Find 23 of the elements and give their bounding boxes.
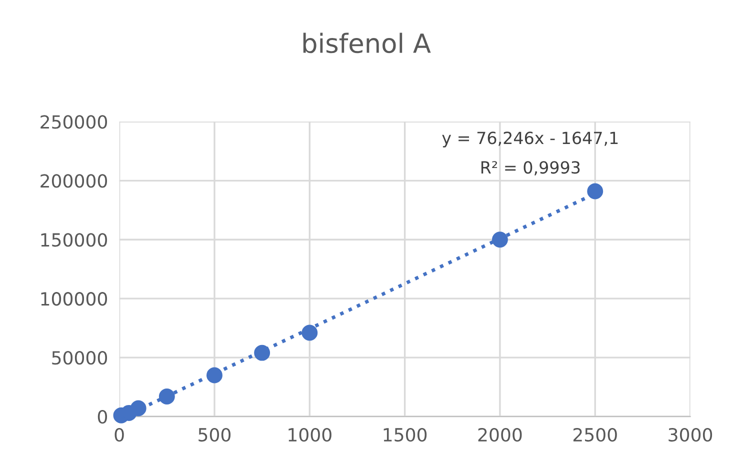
x-tick-label: 1000 [288,428,332,442]
x-tick-label: 1500 [384,428,427,442]
point [206,367,222,384]
point [587,183,604,200]
annotation: y = 76,246x - 1647,1 [442,132,618,148]
point [254,344,270,361]
x-tick-label: 0 [114,428,124,442]
y-tick-label: 150000 [41,233,108,247]
point [130,400,146,416]
x-tick-label: 500 [198,428,231,442]
y-tick-label: 250000 [40,115,108,129]
y-tick-label: 100000 [41,292,108,306]
x-tick-label: 2000 [478,428,522,442]
y-tick-label: 200000 [40,174,108,188]
annotation: R² = 0,9993 [481,161,580,176]
chart-title: bisfenol A [303,32,431,54]
point [158,388,175,404]
point [302,324,318,341]
point [492,232,508,248]
x-tick-label: 3000 [668,428,712,442]
y-tick-label: 0 [98,410,108,424]
x-tick-label: 2500 [573,428,617,442]
y-tick-label: 50000 [52,351,108,365]
